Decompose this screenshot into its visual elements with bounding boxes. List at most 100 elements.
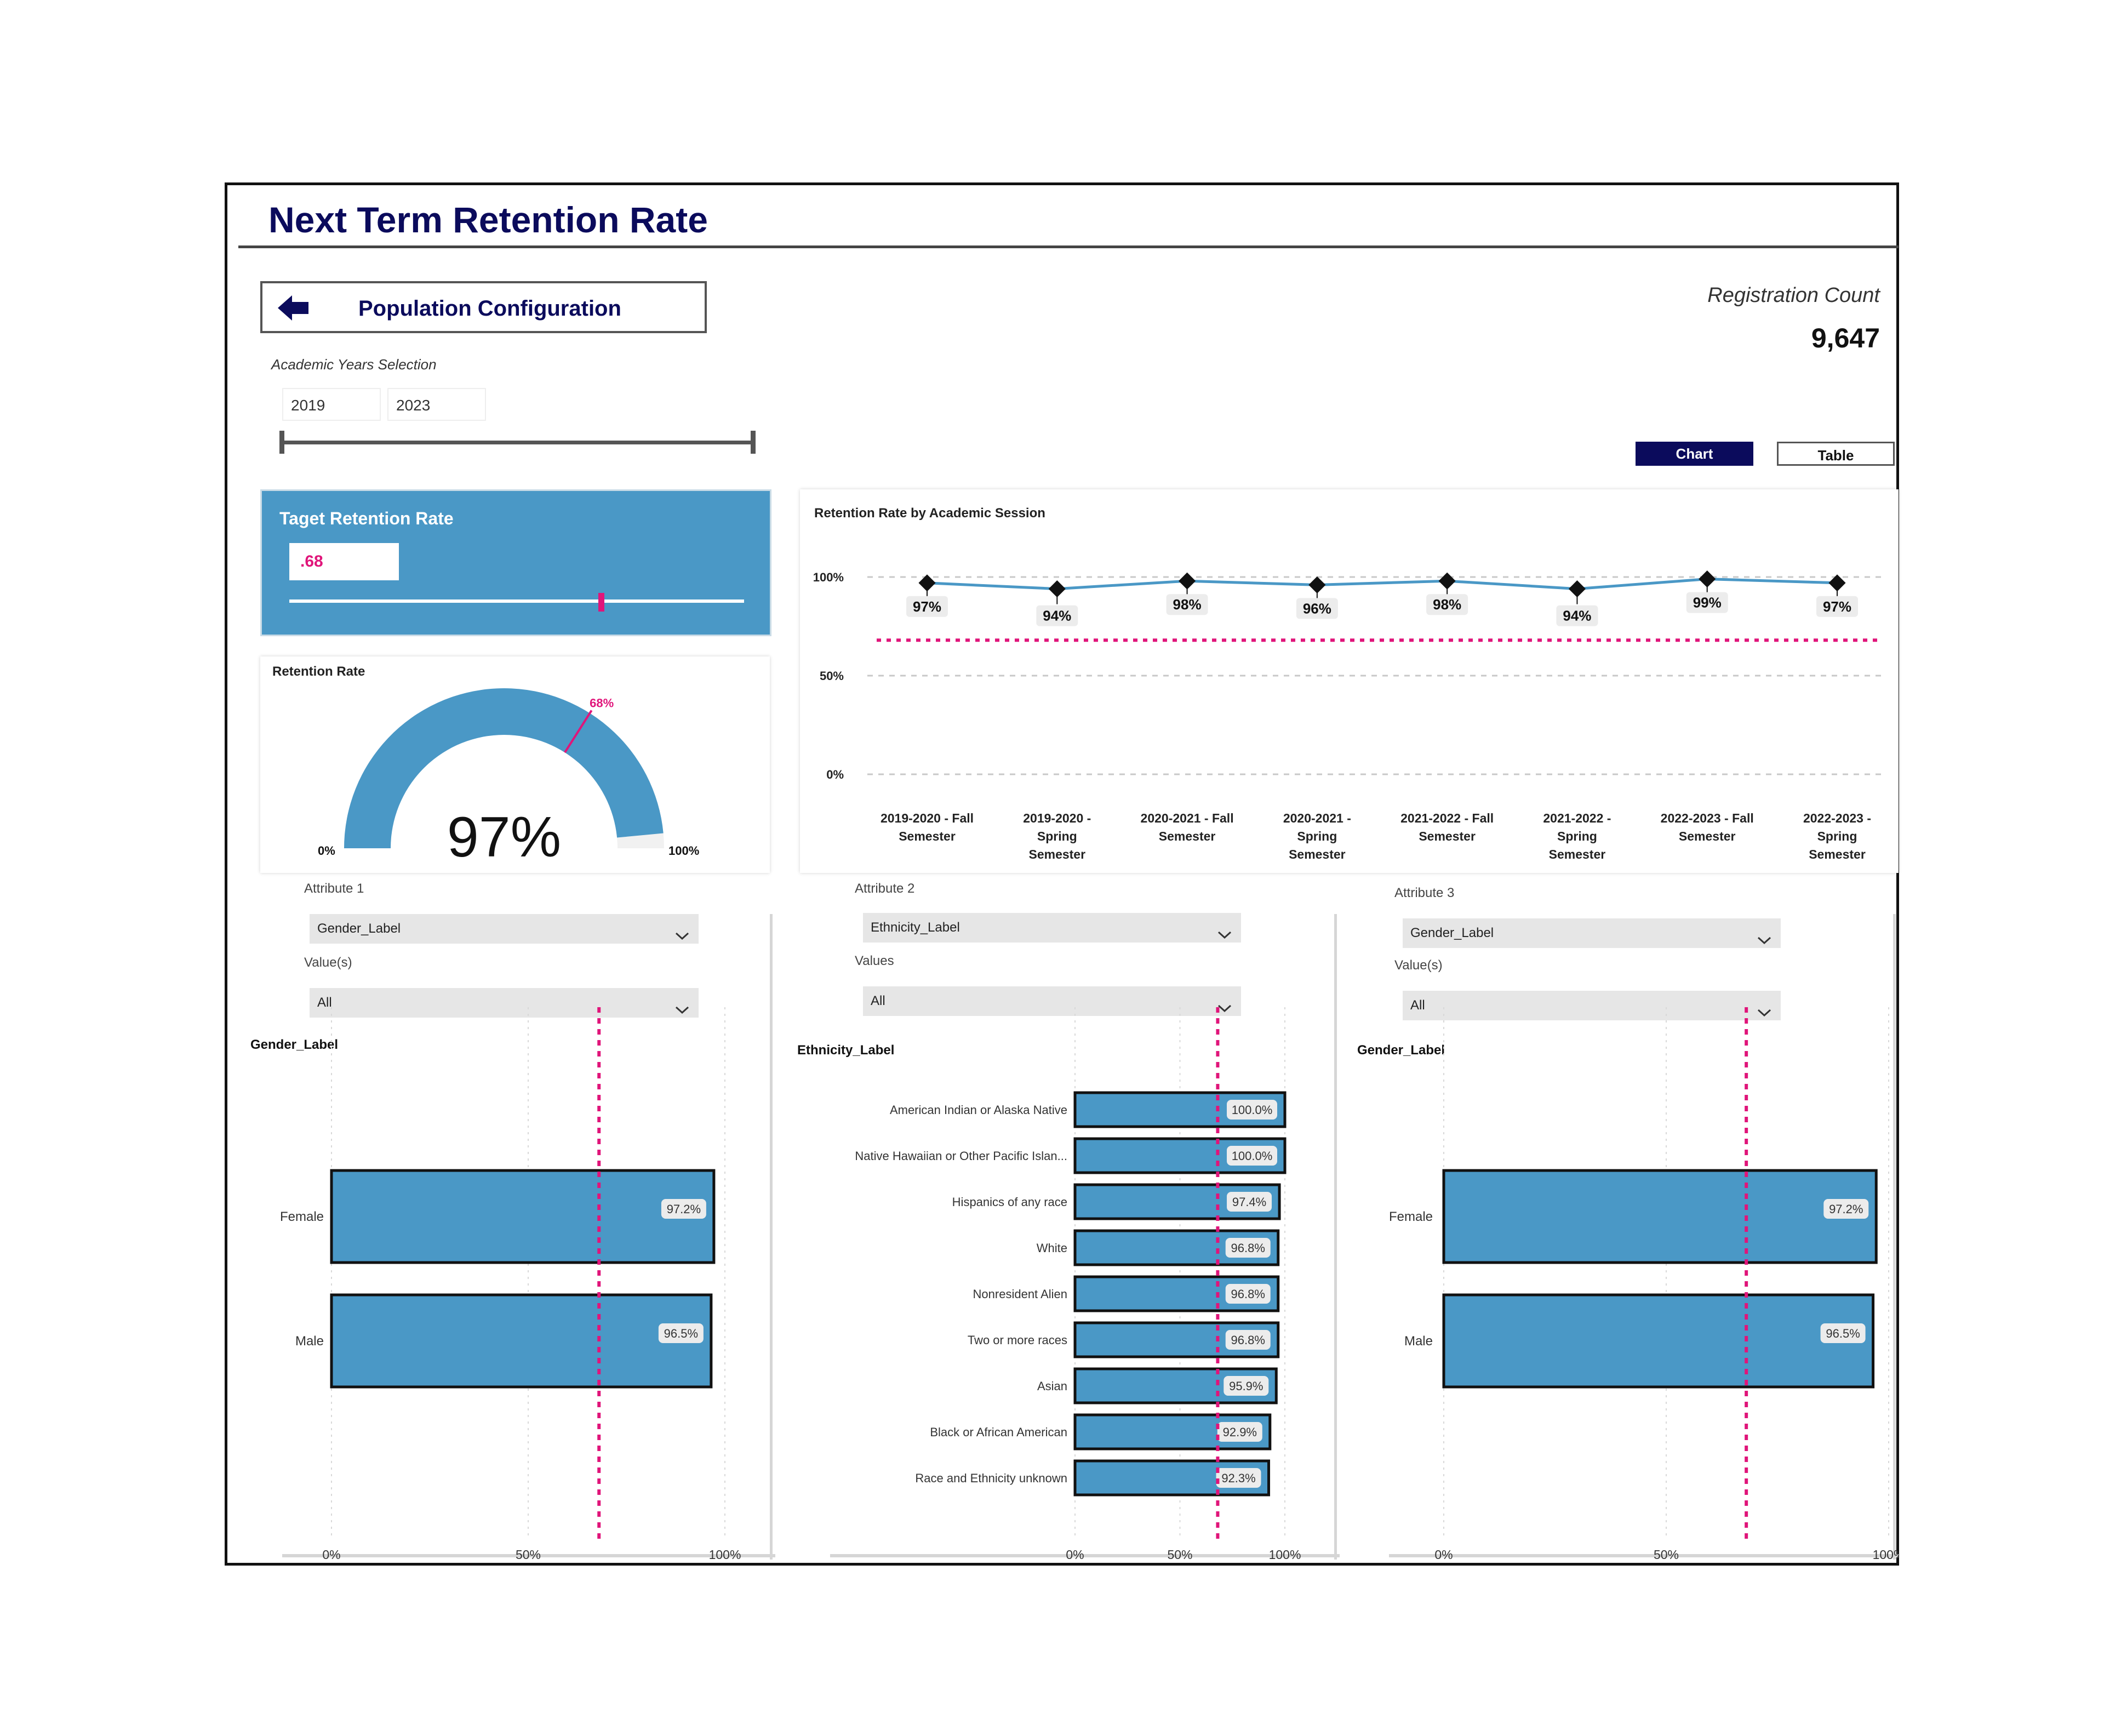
population-configuration-label: Population Configuration [358,296,621,321]
attribute-dropdown[interactable]: Gender_Label [310,914,699,944]
bar-chart-data-label: 97.2% [1829,1202,1863,1216]
attribute-label: Attribute 1 [304,881,364,896]
bar-chart-title: Gender_Label [1357,1043,1445,1058]
population-configuration-button[interactable]: Population Configuration [260,281,707,333]
panel-border [830,1554,1340,1557]
bar-chart-bar [330,1169,716,1264]
bar-chart-category-label: Female [1389,1209,1433,1224]
target-retention-input[interactable]: .68 [289,543,399,580]
line-chart-data-label-bg [1296,598,1338,619]
bar-chart-data-label-bg [658,1323,704,1343]
line-chart-title: Retention Rate by Academic Session [814,506,1045,521]
panel-border [1893,914,1896,1560]
chevron-down-icon [1757,1000,1772,1029]
line-chart-y-tick: 0% [826,768,844,781]
chart-toggle-button[interactable]: Chart [1636,442,1753,466]
bar-chart-data-label-bg [1227,1146,1277,1166]
line-chart-point [1438,572,1456,590]
bar-chart-data-label: 96.8% [1231,1287,1265,1301]
line-chart-x-tick: Semester [1028,847,1085,861]
bar-chart-category-label: Nonresident Alien [973,1287,1067,1301]
line-chart-x-tick: 2022-2023 - [1803,811,1871,825]
bar-chart-x-tick: 100% [1269,1547,1301,1561]
bar-chart-data-label: 96.5% [1826,1327,1860,1340]
line-chart-data-label-bg [1816,596,1858,617]
panel-border [282,1554,775,1557]
bar-chart-x-tick: 50% [516,1547,541,1561]
gauge-chart: 68% 97% 0% 100% [318,688,699,869]
target-slider-track[interactable] [289,599,744,603]
attribute-dropdown[interactable]: Gender_Label [1403,918,1781,948]
panel-border [1334,914,1337,1560]
target-slider-thumb[interactable] [598,593,605,612]
bar-chart-category-label: Race and Ethnicity unknown [915,1471,1067,1485]
target-retention-card: Taget Retention Rate .68 [260,489,771,636]
bar-chart-data-label: 96.8% [1231,1333,1265,1347]
years-slider-end-handle[interactable] [751,431,756,454]
table-toggle-button[interactable]: Table [1777,442,1895,466]
bar-chart-category-label: Black or African American [930,1425,1067,1439]
line-chart-point [1568,580,1586,598]
bar-chart: 100.0% American Indian or Alaska Native 10… [855,1007,1301,1561]
values-dropdown[interactable]: All [310,988,699,1018]
year-start-input[interactable]: 2019 [282,388,381,421]
bar-chart-x-tick: 50% [1167,1547,1192,1561]
line-chart-data-label: 98% [1173,596,1202,613]
values-dropdown[interactable]: All [1403,991,1781,1020]
line-chart-data-label: 97% [913,598,941,615]
line-chart: 100% 50% 0% 97% 2019-2020 - Fall Semester 94% 2… [813,570,1882,861]
target-retention-title: Taget Retention Rate [279,509,454,528]
bar-chart-category-label: Native Hawaiian or Other Pacific Islan..… [855,1149,1067,1163]
bar-chart-category-label: Female [280,1209,324,1224]
attribute-label: Attribute 3 [1394,886,1455,900]
gauge-value-arc [344,688,664,848]
gauge-target-label: 68% [590,696,614,710]
bar-chart-data-label-bg [1823,1199,1869,1219]
bar-chart-x-tick: 100% [1873,1547,1899,1561]
line-chart-x-tick: Semester [1679,829,1736,843]
attribute-panel-3: Attribute 3 Gender_Label Value(s) All Gender… [1356,881,1899,1561]
line-chart-data-label: 97% [1823,598,1851,615]
attribute-dropdown[interactable]: Ethnicity_Label [863,913,1241,943]
years-slider-track[interactable] [281,441,752,444]
bar-chart-data-label-bg [1227,1192,1272,1212]
line-chart-point [918,574,936,592]
dashboard-frame: Next Term Retention Rate Population Conf… [225,182,1899,1566]
bar-chart-x-tick: 0% [322,1547,340,1561]
values-label: Value(s) [1394,958,1443,973]
values-label: Value(s) [304,955,352,970]
values-dropdown-value: All [317,995,332,1010]
line-chart-x-tick: Semester [1289,847,1346,861]
bar-chart: 97.2% Female 96.5% Male 0% 50% 100% [1389,1007,1899,1561]
years-slider-start-handle[interactable] [279,431,284,454]
line-chart-point [1048,580,1066,598]
bar-chart-data-label-bg [1225,1284,1271,1304]
line-chart-point [1699,570,1716,588]
gauge-target-marker [564,710,593,753]
bar-chart-data-label-bg [661,1199,706,1219]
chevron-down-icon [674,997,690,1026]
line-chart-point [1828,574,1846,592]
line-chart-data-label: 99% [1693,595,1722,611]
bar-chart-category-label: Asian [1037,1379,1067,1393]
bar-chart-category-label: Male [1404,1334,1433,1349]
line-chart-data-label: 94% [1563,608,1591,624]
bar-chart-data-label-bg [1227,1100,1277,1120]
bar-chart-category-label: White [1037,1241,1067,1255]
year-end-input[interactable]: 2023 [387,388,486,421]
attribute-dropdown-value: Ethnicity_Label [871,920,960,935]
line-chart-x-tick: Semester [1419,829,1476,843]
line-chart-y-tick: 100% [813,570,844,584]
registration-count-value: 9,647 [1811,323,1880,353]
line-chart-data-label-bg [1686,592,1728,613]
chevron-down-icon [1757,927,1772,957]
line-chart-x-tick: 2020-2021 - [1283,811,1351,825]
values-dropdown[interactable]: All [863,986,1241,1016]
bar-chart-data-label-bg [1217,1422,1262,1442]
line-chart-point [1179,572,1196,590]
values-label: Values [855,953,894,968]
values-dropdown-value: All [1410,998,1425,1013]
line-chart-x-tick: Semester [899,829,956,843]
line-chart-x-tick: 2020-2021 - Fall [1141,811,1234,825]
line-chart-point [1308,576,1326,593]
